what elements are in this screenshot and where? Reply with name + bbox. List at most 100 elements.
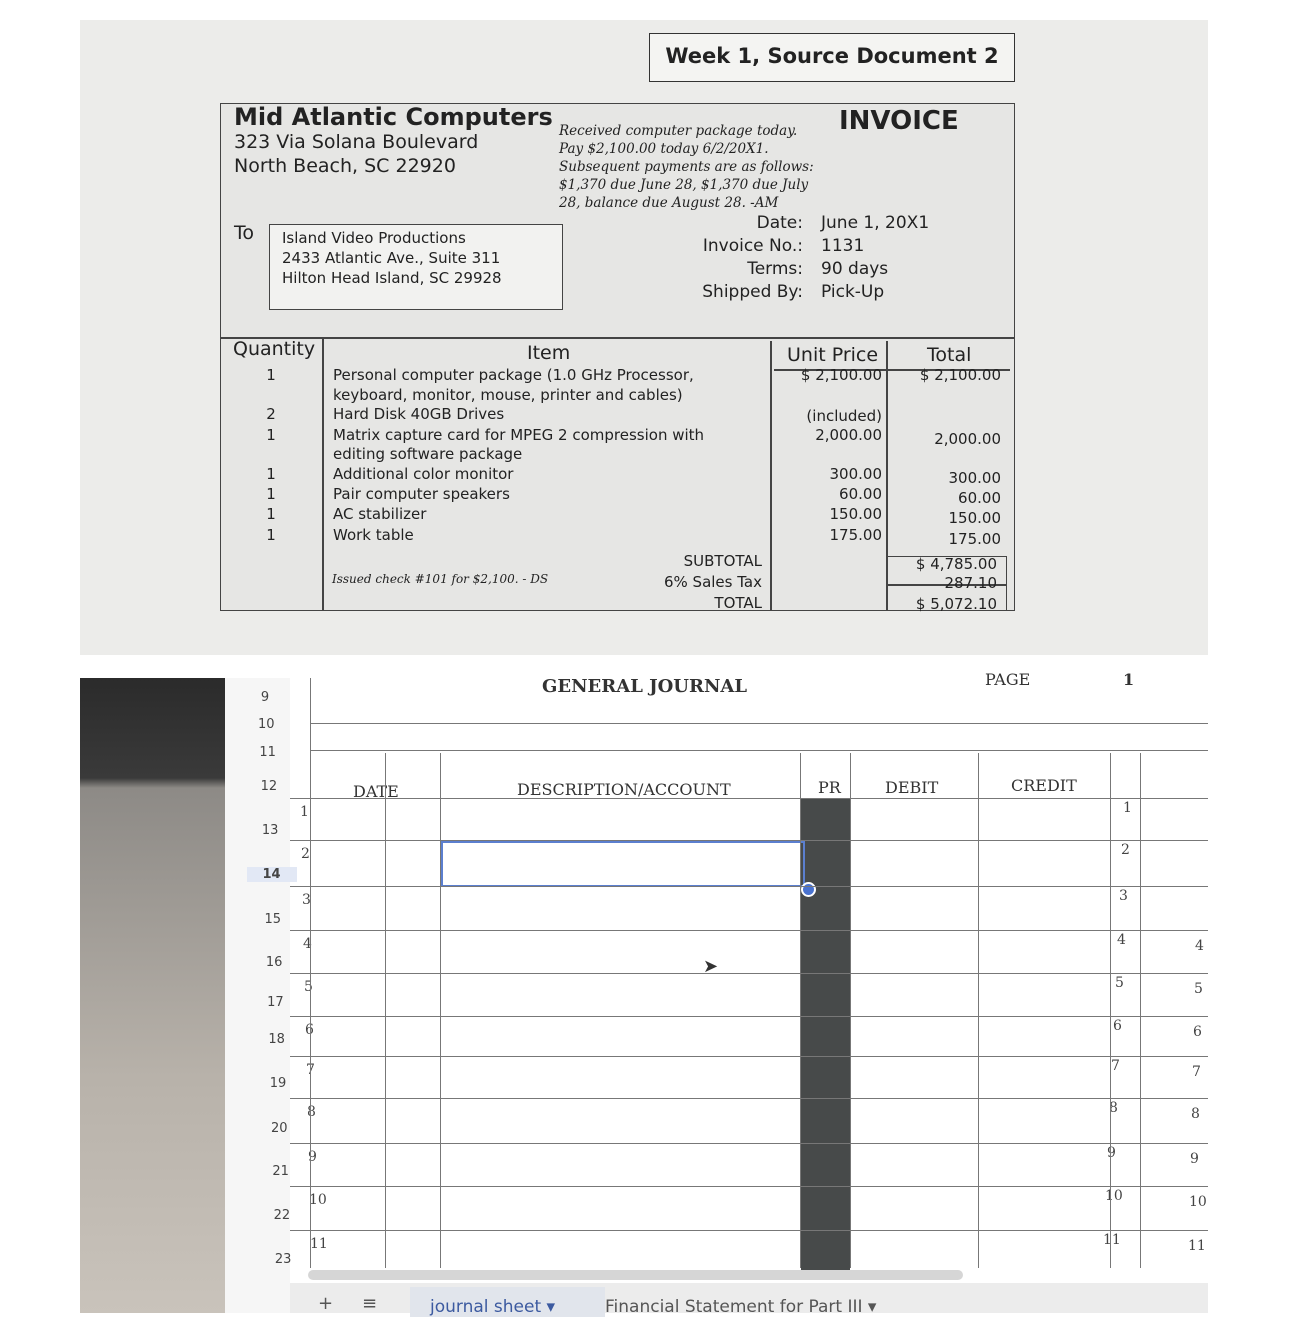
row-unit-price: 2,000.00 xyxy=(815,426,882,444)
row-header[interactable]: 13 xyxy=(261,823,279,838)
col-date: DATE xyxy=(353,782,399,801)
line-number-right: 11 xyxy=(1103,1232,1121,1248)
screen-bezel xyxy=(80,678,225,1313)
row-header[interactable]: 19 xyxy=(269,1076,287,1091)
line-number-far-right: 8 xyxy=(1191,1106,1200,1122)
row-header[interactable]: 9 xyxy=(260,690,270,705)
row-header[interactable]: 20 xyxy=(271,1121,288,1136)
line-number-far-right: 7 xyxy=(1192,1064,1201,1080)
row-quantity: 1 xyxy=(266,426,276,444)
page-number: 1 xyxy=(1123,670,1135,689)
row-unit-price: 300.00 xyxy=(829,465,883,483)
line-number-right: 4 xyxy=(1117,932,1126,948)
row-item: Work table xyxy=(333,526,414,544)
line-number-right: 7 xyxy=(1111,1058,1120,1074)
line-number-right: 1 xyxy=(1123,800,1132,816)
pr-column-fill xyxy=(801,798,850,1270)
row-header[interactable]: 12 xyxy=(260,779,278,794)
row-header[interactable]: 18 xyxy=(268,1032,285,1047)
line-number-left: 1 xyxy=(300,804,309,820)
line-number-left: 9 xyxy=(308,1149,317,1165)
handwritten-note: Received computer package today. Pay $2,1… xyxy=(559,123,814,211)
total-label: TOTAL xyxy=(714,594,762,612)
row-header[interactable]: 16 xyxy=(265,955,283,970)
line-number-far-right: 9 xyxy=(1190,1151,1199,1167)
all-sheets-menu-icon[interactable]: ≡ xyxy=(362,1293,378,1314)
col-debit: DEBIT xyxy=(885,778,939,797)
fill-handle[interactable] xyxy=(801,882,816,897)
row-item: Hard Disk 40GB Drives xyxy=(333,405,505,423)
col-pr: PR xyxy=(818,778,841,797)
line-number-left: 4 xyxy=(303,936,312,952)
row-item: Additional color monitor xyxy=(333,465,514,483)
row-header[interactable]: 10 xyxy=(258,717,275,732)
tab-financial-statement[interactable]: Financial Statement for Part III ▾ xyxy=(605,1297,877,1317)
col-unit-price: Unit Price xyxy=(787,344,879,366)
row-header[interactable]: 11 xyxy=(259,745,276,760)
line-number-right: 2 xyxy=(1121,842,1130,858)
line-number-left: 11 xyxy=(310,1236,328,1252)
row-header[interactable]: 22 xyxy=(273,1208,291,1223)
company-address-1: 323 Via Solana Boulevard xyxy=(234,131,479,153)
subtotal-value: $ 4,785.00 xyxy=(915,555,997,573)
line-number-right: 9 xyxy=(1107,1145,1116,1161)
line-number-right: 6 xyxy=(1113,1018,1122,1034)
col-credit: CREDIT xyxy=(1011,776,1077,795)
row-unit-price: (included) xyxy=(806,407,882,425)
row-unit-price: 175.00 xyxy=(829,526,883,544)
line-number-right: 5 xyxy=(1115,975,1124,991)
add-sheet-button[interactable]: + xyxy=(318,1293,334,1314)
line-number-left: 5 xyxy=(304,979,313,995)
row-quantity: 1 xyxy=(266,465,276,483)
journal-title: GENERAL JOURNAL xyxy=(542,676,748,697)
row-header[interactable]: 15 xyxy=(264,912,282,927)
row-item: AC stabilizer xyxy=(333,505,427,523)
to-label: To xyxy=(234,222,255,244)
tax-label: 6% Sales Tax xyxy=(663,573,762,591)
line-number-right: 8 xyxy=(1109,1100,1118,1116)
row-total: 2,000.00 xyxy=(934,430,1001,448)
mouse-cursor-icon: ➤ xyxy=(703,956,719,977)
line-number-far-right: 6 xyxy=(1193,1024,1202,1040)
col-total: Total xyxy=(927,344,972,366)
col-quantity: Quantity xyxy=(233,338,316,360)
line-number-right: 3 xyxy=(1119,888,1128,904)
row-item: Personal computer package (1.0 GHz Proce… xyxy=(333,366,694,384)
row-total: 175.00 xyxy=(948,530,1002,548)
line-number-far-right: 4 xyxy=(1195,938,1204,954)
row-unit-price: 150.00 xyxy=(829,505,883,523)
line-number-left: 2 xyxy=(301,846,310,862)
line-number-far-right: 10 xyxy=(1189,1194,1207,1210)
spreadsheet: GENERAL JOURNAL PAGE 1 DATE DESCRIPTION/… xyxy=(80,670,1208,1317)
col-item: Item xyxy=(527,342,571,364)
company-name: Mid Atlantic Computers xyxy=(234,103,553,131)
row-header[interactable]: 23 xyxy=(274,1252,292,1267)
row-total: $ 2,100.00 xyxy=(919,366,1001,384)
row-header[interactable]: 21 xyxy=(272,1164,289,1179)
source-title: Week 1, Source Document 2 xyxy=(649,33,1015,82)
row-header[interactable]: 14 xyxy=(246,867,297,882)
row-item: Pair computer speakers xyxy=(333,485,510,503)
row-item: editing software package xyxy=(333,445,523,463)
sheet-tab-bar: + ≡ journal sheet ▾ Financial Statement … xyxy=(290,1283,1208,1317)
subtotal-label: SUBTOTAL xyxy=(683,552,762,570)
selected-cell[interactable] xyxy=(441,841,805,887)
tax-value: 287.10 xyxy=(944,574,998,592)
line-number-left: 8 xyxy=(307,1104,316,1120)
invoice-meta: Date: June 1, 20X1 Invoice No.: 1131 Terms… xyxy=(702,213,930,302)
line-number-left: 3 xyxy=(302,892,311,908)
line-number-right: 10 xyxy=(1105,1188,1123,1204)
row-quantity: 1 xyxy=(266,485,276,503)
line-number-far-right: 5 xyxy=(1194,981,1203,997)
col-description: DESCRIPTION/ACCOUNT xyxy=(517,780,731,799)
line-number-far-right: 11 xyxy=(1188,1238,1206,1254)
row-unit-price: $ 2,100.00 xyxy=(800,366,882,384)
row-quantity: 1 xyxy=(266,505,276,523)
row-total: 60.00 xyxy=(958,489,1001,507)
horizontal-scrollbar[interactable] xyxy=(308,1270,963,1280)
row-total: 300.00 xyxy=(948,469,1002,487)
total-value: $ 5,072.10 xyxy=(915,595,997,613)
row-header[interactable]: 17 xyxy=(267,995,284,1010)
row-quantity: 1 xyxy=(266,366,276,384)
tab-journal-sheet[interactable]: journal sheet ▾ xyxy=(410,1287,605,1317)
